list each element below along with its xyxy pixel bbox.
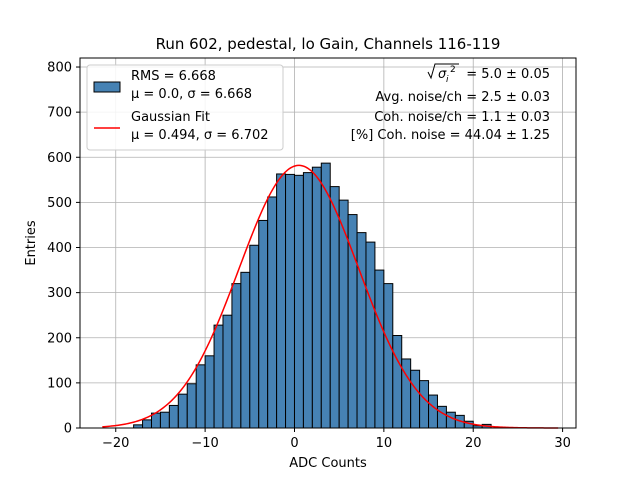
legend-histogram-swatch (93, 81, 121, 93)
histogram-bar (204, 355, 215, 429)
y-tick-label: 100 (47, 376, 72, 391)
histogram-bar (338, 199, 349, 429)
y-tick-label: 200 (47, 331, 72, 346)
histogram-bar (374, 269, 385, 429)
y-tick-label: 800 (47, 61, 72, 76)
avg-noise-annotation: Avg. noise/ch = 2.5 ± 0.03 (375, 90, 550, 105)
y-axis-label: Entries (24, 220, 39, 266)
histogram-bar (410, 369, 421, 429)
x-tick-label: −10 (191, 436, 218, 451)
y-tick-label: 700 (47, 106, 72, 121)
histogram-bar (293, 174, 304, 429)
histogram-bar (320, 162, 331, 429)
histogram-bar (168, 404, 179, 429)
sigma-annotation: = 5.0 ± 0.05 (466, 67, 550, 82)
y-tick-label: 600 (47, 151, 72, 166)
histogram-bar (177, 393, 188, 429)
coh-noise-annotation: Coh. noise/ch = 1.1 ± 0.03 (374, 110, 550, 125)
histogram-bar (285, 173, 295, 429)
histogram-bar (213, 324, 224, 429)
x-tick-label: 20 (465, 436, 482, 451)
histogram-bar (159, 411, 170, 429)
noise-annotations: σ i 2 = 5.0 ± 0.05 Avg. noise/ch = 2.5 ±… (351, 63, 550, 143)
x-tick-label: 30 (554, 436, 571, 451)
y-tick-label: 300 (47, 286, 72, 301)
histogram-bar (302, 172, 313, 429)
histogram-bar (240, 271, 251, 429)
plot-frame (79, 57, 577, 429)
histogram-bar (311, 166, 322, 429)
histogram-bar (445, 411, 456, 429)
histogram-bar (249, 244, 260, 429)
histogram-bars (133, 162, 492, 429)
histogram-bar (142, 419, 152, 429)
histogram-bar (356, 232, 367, 429)
histogram-bar (195, 364, 206, 429)
histogram-bar (267, 196, 278, 429)
gaussian-fit-line (102, 164, 559, 429)
histogram-bar (222, 314, 233, 429)
legend-histogram-sublabel: μ = 0.0, σ = 6.668 (131, 87, 252, 102)
histogram-bar (258, 219, 269, 429)
y-tick-label: 500 (47, 196, 72, 211)
histogram-bar (419, 380, 430, 429)
y-tick-label: 400 (47, 241, 72, 256)
histogram-bar (428, 394, 438, 429)
x-tick-label: 10 (376, 436, 393, 451)
histogram-bar (276, 173, 287, 429)
histogram-bar (329, 186, 340, 429)
legend-fit-sublabel: μ = 0.494, σ = 6.702 (131, 128, 269, 143)
x-tick-label: 0 (290, 436, 298, 451)
svg-text:σ: σ (438, 67, 447, 82)
y-tick-label: 0 (64, 422, 72, 437)
sigma-symbol: σ i 2 (427, 63, 459, 85)
legend-fit-label: Gaussian Fit (131, 110, 210, 125)
x-tick-label: −20 (102, 436, 129, 451)
histogram-bar (392, 335, 403, 429)
x-axis-label: ADC Counts (289, 456, 367, 471)
histogram-bar (231, 283, 242, 429)
histogram-bar (436, 405, 447, 429)
histogram-bar (365, 241, 376, 429)
legend-box (86, 64, 284, 151)
histogram-bar (383, 283, 394, 429)
chart-title: Run 602, pedestal, lo Gain, Channels 116… (156, 35, 501, 53)
svg-text:i: i (446, 75, 449, 85)
pct-coh-noise-annotation: [%] Coh. noise = 44.04 ± 1.25 (351, 128, 550, 143)
histogram-bar (186, 383, 197, 429)
svg-text:2: 2 (450, 65, 456, 75)
legend: RMS = 6.668 μ = 0.0, σ = 6.668 Gaussian … (86, 64, 284, 151)
histogram-bar (347, 214, 358, 429)
legend-histogram-label: RMS = 6.668 (131, 69, 216, 84)
